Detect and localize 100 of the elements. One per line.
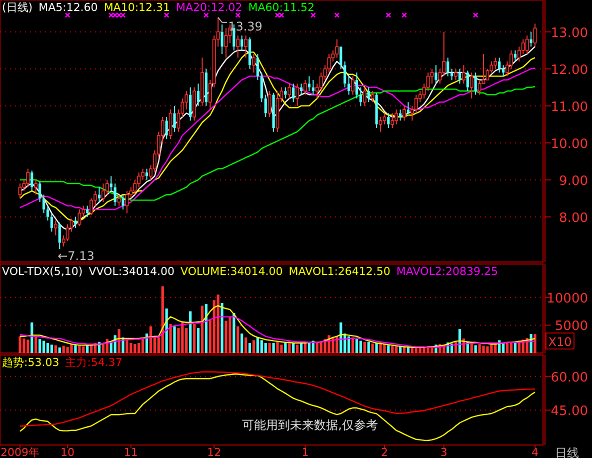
- candlestick: [252, 54, 256, 74]
- candlestick: [30, 170, 34, 192]
- candlestick: [367, 86, 370, 103]
- line-series: [19, 305, 536, 348]
- bar: [490, 344, 493, 353]
- bar: [506, 342, 509, 353]
- y-tick-label: 10.00: [550, 136, 588, 152]
- bar: [284, 342, 287, 353]
- y-tick-label: 60.00: [550, 370, 588, 386]
- x-tick-label: 4: [532, 446, 538, 458]
- candlestick: [117, 194, 121, 206]
- bar: [391, 346, 394, 353]
- bar: [272, 342, 275, 353]
- candlestick: [256, 54, 259, 80]
- bar: [383, 344, 386, 353]
- candlestick: [399, 109, 402, 122]
- candlestick: [220, 24, 224, 55]
- bar: [426, 347, 430, 353]
- bar: [18, 336, 22, 353]
- y-tick-label: 10000: [546, 291, 588, 306]
- x-tick-label: 3: [440, 446, 448, 458]
- bar: [42, 340, 46, 353]
- candlestick: [42, 194, 46, 214]
- bar: [256, 337, 259, 353]
- text: X10: [548, 335, 572, 349]
- bar: [375, 342, 378, 353]
- x-tick-label: 12: [207, 446, 222, 458]
- candlestick: [319, 72, 323, 92]
- candlestick: [390, 112, 394, 129]
- candlestick: [196, 83, 200, 106]
- bar: [74, 345, 77, 353]
- bar: [50, 344, 53, 353]
- bar: [142, 339, 144, 353]
- candlestick: [394, 109, 398, 125]
- bar: [82, 346, 85, 353]
- bar: [224, 320, 228, 353]
- bar: [204, 304, 208, 353]
- bar: [134, 344, 136, 353]
- candlestick: [264, 94, 267, 118]
- bar: [34, 336, 38, 353]
- text: MAVOL1:26412.50: [288, 265, 390, 278]
- bar: [236, 326, 240, 353]
- x-tick-label: 11: [124, 446, 138, 458]
- y-tick-label: 45.00: [550, 404, 588, 420]
- bar: [240, 334, 244, 353]
- candlestick: [387, 112, 390, 129]
- bar: [486, 346, 489, 353]
- candlestick: [236, 35, 240, 58]
- candlestick: [494, 57, 498, 70]
- bar: [138, 342, 140, 353]
- bar: [78, 346, 81, 353]
- bar: [395, 346, 398, 353]
- bar: [130, 342, 132, 353]
- bar: [22, 338, 26, 353]
- bar: [280, 344, 283, 353]
- candlestick: [296, 83, 300, 106]
- candlestick: [359, 86, 362, 106]
- candlestick: [382, 112, 386, 125]
- candlestick: [114, 183, 116, 206]
- candlestick: [514, 50, 516, 62]
- bar: [502, 344, 505, 353]
- bar: [173, 326, 176, 353]
- candlestick: [355, 72, 358, 99]
- candlestick: [434, 64, 438, 84]
- candlestick: [502, 64, 505, 77]
- candlestick: [204, 68, 208, 106]
- bar: [54, 345, 57, 353]
- candlestick: [184, 90, 188, 110]
- bar: [46, 342, 50, 353]
- x-tick-label: 2: [380, 446, 388, 458]
- candlestick: [268, 90, 272, 118]
- bar: [189, 311, 192, 353]
- bar: [474, 345, 477, 353]
- bar: [220, 302, 224, 353]
- bar: [292, 342, 295, 353]
- text: MA10:12.31: [104, 1, 170, 14]
- candlestick: [38, 181, 42, 203]
- bar: [308, 342, 310, 353]
- bar: [371, 344, 374, 353]
- bar: [260, 340, 263, 353]
- candlestick: [312, 79, 314, 96]
- candlestick: [292, 83, 295, 103]
- x-tick-label: 2009年: [0, 446, 40, 458]
- y-tick-label: 13.00: [550, 26, 588, 41]
- candlestick: [525, 35, 529, 55]
- line-series: [19, 316, 536, 348]
- candlestick: [450, 68, 454, 80]
- x-tick-label: 10: [60, 446, 75, 458]
- candlestick: [46, 205, 50, 222]
- candlestick: [189, 86, 192, 122]
- bar: [244, 337, 248, 353]
- bar: [58, 347, 61, 353]
- bar: [268, 342, 271, 353]
- candlestick: [521, 38, 525, 55]
- candlestick: [300, 83, 303, 96]
- bar: [320, 342, 322, 353]
- y-tick-label: 12.00: [550, 62, 588, 78]
- bar: [200, 306, 204, 353]
- candlestick: [122, 194, 124, 210]
- bar: [316, 342, 318, 353]
